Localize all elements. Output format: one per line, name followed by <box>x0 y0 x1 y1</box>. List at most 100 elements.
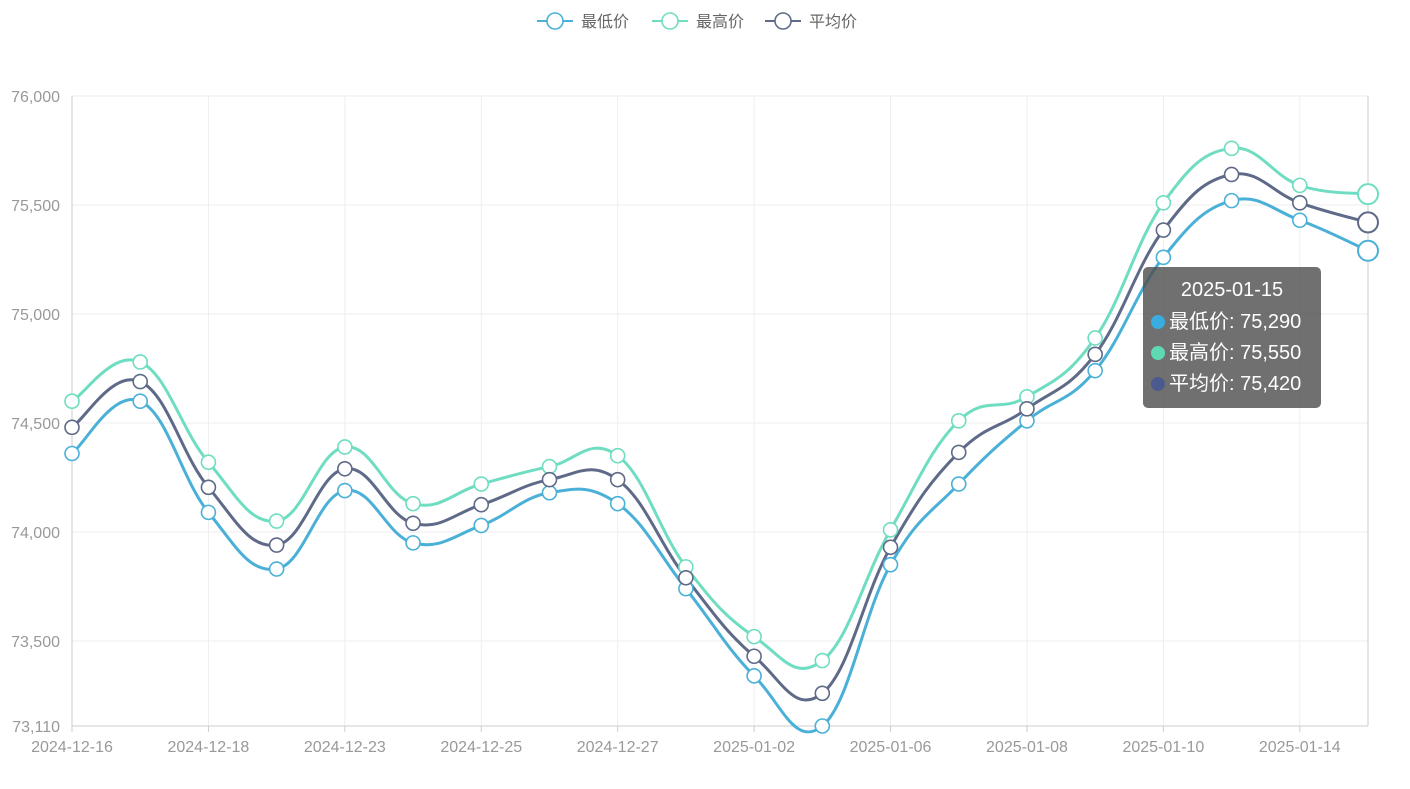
data-point-avg <box>541 471 558 488</box>
data-point-high <box>1357 183 1379 206</box>
data-point-low <box>268 561 285 577</box>
legend-swatch-circle <box>546 12 564 30</box>
tooltip-marker-high <box>1151 346 1165 360</box>
x-tick-label: 2025-01-08 <box>986 739 1068 756</box>
series-line-high <box>71 146 1369 670</box>
data-point-high <box>1155 195 1172 211</box>
x-tick-label: 2025-01-06 <box>850 739 932 756</box>
data-point-avg <box>473 496 490 513</box>
data-point-low <box>1357 239 1379 262</box>
x-tick-label: 2025-01-10 <box>1122 739 1204 756</box>
series-layer <box>64 140 1379 734</box>
x-tick-label: 2024-12-16 <box>31 739 113 756</box>
data-point-low <box>541 484 558 501</box>
data-point-avg <box>1223 166 1240 183</box>
data-point-low <box>882 556 899 573</box>
data-point-avg <box>1155 222 1172 238</box>
tooltip-row-low: 最低价: 75,290 <box>1143 307 1321 338</box>
tooltip-label-avg: 平均价: 75,420 <box>1169 373 1302 395</box>
data-point-avg <box>746 648 762 665</box>
data-point-low <box>1291 212 1308 229</box>
data-point-avg <box>882 539 899 556</box>
data-point-low <box>200 504 217 521</box>
x-tick-label: 2025-01-02 <box>713 739 795 756</box>
data-point-avg <box>1291 195 1308 211</box>
data-point-avg <box>337 460 353 477</box>
data-point-low <box>814 718 831 734</box>
legend-label: 最低价 <box>581 13 629 31</box>
legend-item-low[interactable]: 最低价 <box>537 12 629 31</box>
y-tick-label: 74,000 <box>11 525 60 542</box>
data-point-avg <box>678 569 694 586</box>
data-point-avg <box>1087 346 1103 363</box>
y-tick-label: 76,000 <box>11 89 60 106</box>
data-point-low <box>473 517 490 534</box>
legend[interactable]: 最低价 最高价 平均价 <box>537 12 857 31</box>
data-point-avg <box>1019 401 1035 417</box>
x-tick-label: 2024-12-25 <box>440 739 522 756</box>
data-point-high <box>609 447 626 464</box>
tooltip-row-avg: 平均价: 75,420 <box>1143 369 1321 400</box>
y-axis-ticks: 73,110 73,500 74,000 74,500 75,000 75,500 76,0… <box>11 89 60 736</box>
x-axis-ticks: 2024-12-16 2024-12-18 2024-12-23 2024-12-25… <box>31 739 1341 756</box>
data-point-high <box>473 476 490 492</box>
x-tick-label: 2024-12-27 <box>577 739 659 756</box>
data-point-low <box>64 445 80 462</box>
data-point-high <box>1087 330 1103 346</box>
legend-label: 平均价 <box>809 13 857 31</box>
tooltip-marker-avg <box>1151 377 1165 391</box>
y-tick-label: 74,500 <box>11 416 60 433</box>
series-line-avg <box>71 172 1369 702</box>
data-point-low <box>746 668 762 684</box>
legend-label: 最高价 <box>696 13 744 31</box>
tooltip-label-high: 最高价: 75,550 <box>1169 342 1302 364</box>
data-point-avg <box>814 685 831 702</box>
data-point-high <box>814 652 831 669</box>
x-tick-label: 2024-12-23 <box>304 739 386 756</box>
data-point-avg <box>1357 211 1379 234</box>
y-tick-label: 75,500 <box>11 198 60 215</box>
tooltip-title: 2025-01-15 <box>1180 279 1284 301</box>
legend-item-high[interactable]: 最高价 <box>652 12 744 31</box>
tooltip: 2025-01-15 最低价: 75,290 最高价: 75,550 平均价: … <box>1143 267 1321 408</box>
x-tick-label: 2024-12-18 <box>167 739 249 756</box>
data-point-high <box>1223 140 1240 157</box>
data-point-high <box>882 522 899 538</box>
y-tick-label: 73,500 <box>11 634 60 651</box>
y-tick-label: 73,110 <box>12 719 60 736</box>
data-point-avg <box>405 515 421 532</box>
legend-swatch-circle <box>661 12 679 30</box>
y-tick-label: 75,000 <box>11 307 60 324</box>
data-point-high <box>268 513 285 529</box>
data-point-low <box>609 495 626 512</box>
x-tick-label: 2025-01-14 <box>1259 739 1341 756</box>
data-point-high <box>405 495 421 512</box>
data-point-high <box>337 439 353 455</box>
data-point-high <box>746 628 762 645</box>
tooltip-marker-low <box>1151 315 1165 329</box>
data-point-high <box>541 458 558 475</box>
data-point-high <box>132 354 149 370</box>
legend-swatch-circle <box>774 12 792 30</box>
tooltip-row-high: 最高价: 75,550 <box>1143 338 1321 369</box>
data-point-low <box>950 476 967 492</box>
data-point-avg <box>200 479 217 496</box>
data-point-avg <box>132 373 149 390</box>
data-point-low <box>405 535 421 551</box>
data-point-avg <box>268 537 285 553</box>
data-point-high <box>950 413 967 429</box>
data-point-low <box>132 393 149 409</box>
data-point-low <box>1155 249 1172 266</box>
tooltip-label-low: 最低价: 75,290 <box>1169 311 1302 333</box>
legend-item-avg[interactable]: 平均价 <box>765 12 857 31</box>
data-point-high <box>1291 177 1308 194</box>
data-point-high <box>64 393 80 409</box>
data-point-high <box>200 454 217 471</box>
data-point-avg <box>950 444 967 461</box>
data-point-avg <box>64 419 80 436</box>
data-point-avg <box>609 471 626 488</box>
data-point-low <box>1087 362 1103 379</box>
data-point-low <box>1223 192 1240 209</box>
data-point-low <box>337 482 353 499</box>
